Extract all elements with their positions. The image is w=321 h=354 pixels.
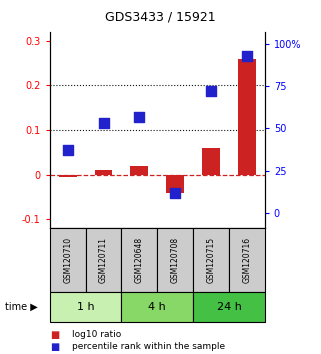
Bar: [121, 292, 193, 322]
Bar: [130, 166, 148, 175]
Bar: [86, 228, 121, 292]
Bar: [59, 175, 77, 177]
Text: GSM120648: GSM120648: [135, 237, 144, 283]
Bar: [157, 228, 193, 292]
Text: time ▶: time ▶: [5, 302, 38, 312]
Bar: [95, 170, 112, 175]
Text: GSM120711: GSM120711: [99, 237, 108, 283]
Point: [209, 88, 214, 94]
Text: GSM120708: GSM120708: [171, 237, 180, 283]
Point: [101, 120, 106, 126]
Bar: [166, 175, 184, 193]
Text: 1 h: 1 h: [77, 302, 94, 312]
Text: ■: ■: [50, 330, 59, 339]
Text: ■: ■: [50, 342, 59, 352]
Text: 4 h: 4 h: [148, 302, 166, 312]
Bar: [202, 148, 220, 175]
Bar: [229, 228, 265, 292]
Text: GSM120715: GSM120715: [206, 237, 216, 283]
Bar: [50, 292, 121, 322]
Text: GDS3433 / 15921: GDS3433 / 15921: [105, 11, 216, 24]
Bar: [193, 228, 229, 292]
Text: GSM120716: GSM120716: [242, 237, 251, 283]
Bar: [238, 59, 256, 175]
Point: [137, 114, 142, 119]
Text: percentile rank within the sample: percentile rank within the sample: [72, 342, 225, 352]
Bar: [121, 228, 157, 292]
Bar: [50, 228, 86, 292]
Text: GSM120710: GSM120710: [63, 237, 72, 283]
Text: 24 h: 24 h: [217, 302, 241, 312]
Text: log10 ratio: log10 ratio: [72, 330, 121, 339]
Point: [244, 53, 249, 58]
Point: [173, 190, 178, 196]
Point: [65, 148, 70, 153]
Bar: [193, 292, 265, 322]
